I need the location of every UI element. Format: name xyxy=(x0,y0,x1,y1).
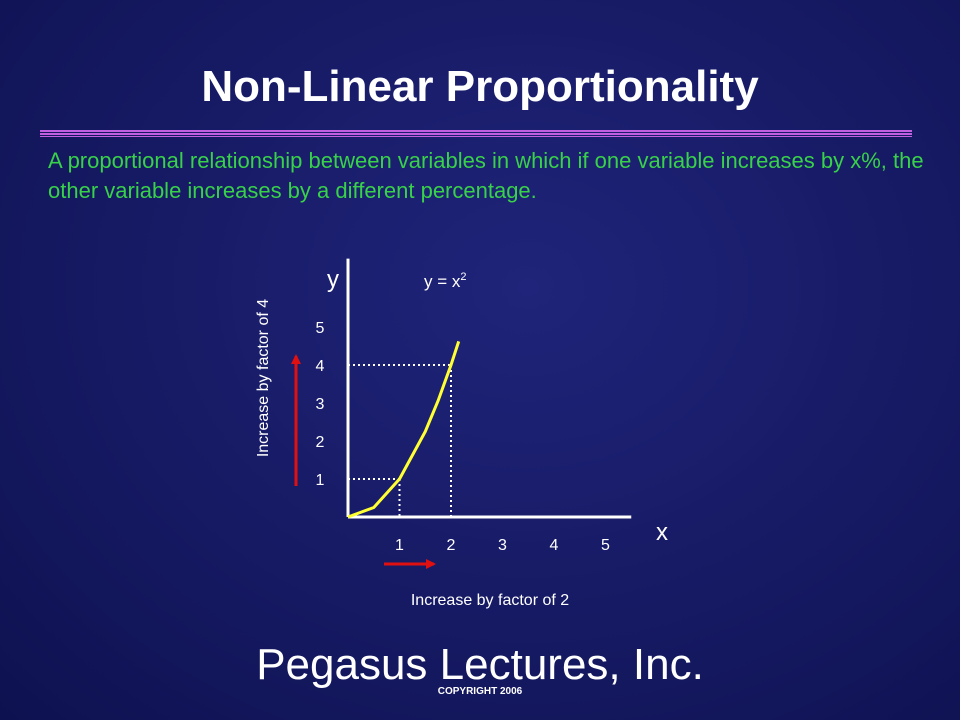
x-tick-label: 4 xyxy=(550,537,559,554)
x-arrow-label: Increase by factor of 2 xyxy=(411,592,569,609)
x-tick-label: 5 xyxy=(601,537,610,554)
slide-title: Non-Linear Proportionality xyxy=(201,62,759,111)
equation-label: y = x2 xyxy=(424,271,467,291)
copyright-notice: COPYRIGHT 2006 xyxy=(437,686,523,697)
x-tick-label: 3 xyxy=(498,537,507,554)
title-divider xyxy=(40,130,912,137)
curve-series-1 xyxy=(347,340,461,519)
y-arrow-label: Increase by factor of 4 xyxy=(255,299,272,457)
y-tick-label: 2 xyxy=(316,434,325,451)
x-tick-label: 1 xyxy=(395,537,404,554)
brand-name: Pegasus Lectures, Inc. xyxy=(256,640,704,689)
x-axis-label: x xyxy=(656,519,668,546)
y-tick-label: 3 xyxy=(316,396,325,413)
x-tick-label: 2 xyxy=(447,537,456,554)
y-tick-label: 4 xyxy=(316,358,325,375)
equation-exponent: 2 xyxy=(460,271,466,283)
y-axis-label: y xyxy=(327,266,339,293)
equation-base: y = x xyxy=(424,272,461,291)
y-tick-label: 1 xyxy=(316,472,325,489)
definition-text: A proportional relationship between vari… xyxy=(48,148,924,203)
y-tick-label: 5 xyxy=(316,320,325,337)
